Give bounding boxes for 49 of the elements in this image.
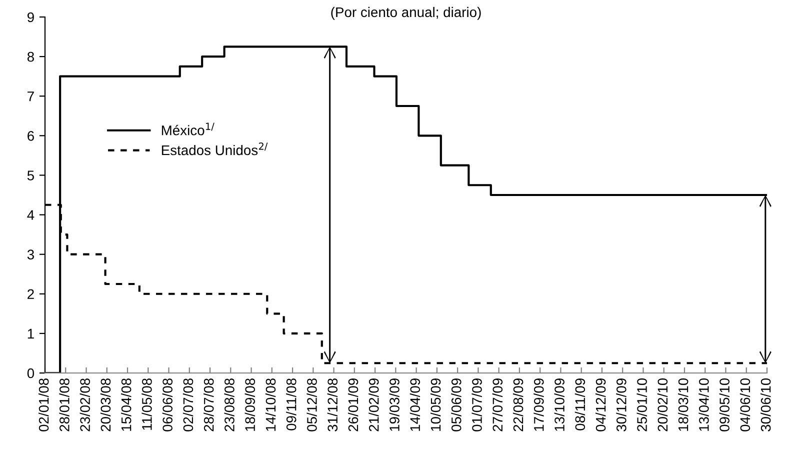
x-tick-label: 05/12/08 (306, 378, 317, 432)
x-tick-label: 13/04/10 (698, 378, 709, 431)
x-tick-label: 26/01/09 (348, 378, 358, 432)
x-tick-label: 14/10/08 (265, 378, 276, 431)
x-tick-label: 05/06/09 (451, 378, 462, 432)
x-tick-label: 20/03/08 (100, 378, 111, 432)
x-tick-label: 09/05/10 (719, 378, 730, 432)
x-tick-label: 30/06/10 (760, 378, 771, 432)
y-tick-label: 2 (28, 289, 34, 299)
x-tick-label: 19/03/09 (389, 378, 400, 431)
x-tick-label: 28/01/08 (59, 378, 70, 432)
x-tick-label: 27/07/09 (492, 378, 503, 432)
x-tick-label: 15/04/08 (121, 378, 132, 431)
x-tick-label: 04/06/10 (740, 378, 750, 432)
legend-label: México$^{1/}$ (162, 122, 214, 136)
y-tick-label: 7 (28, 92, 34, 102)
x-tick-label: 17/09/09 (534, 378, 544, 431)
x-tick-label: 23/08/08 (224, 378, 234, 432)
x-tick-label: 04/12/09 (596, 378, 606, 432)
x-tick-label: 18/03/10 (678, 378, 688, 431)
y-tick-label: 6 (28, 131, 34, 141)
x-tick-label: 23/02/08 (80, 378, 90, 432)
x-tick-label: 09/11/08 (286, 378, 296, 430)
x-tick-label: 13/10/09 (554, 378, 564, 431)
chart-title: (Por ciento anual; diario) (331, 6, 481, 20)
x-tick-label: 18/09/08 (244, 378, 256, 431)
x-tick-label: 30/12/09 (616, 378, 626, 432)
x-tick-label: 06/06/08 (162, 378, 172, 432)
legend-label: Estados Unidos$^{2/}$ (162, 142, 268, 156)
y-tick-label: 9 (28, 12, 34, 22)
x-tick-label: 25/01/10 (636, 378, 647, 432)
x-tick-label: 28/07/08 (204, 378, 214, 432)
y-tick-label: 4 (27, 210, 34, 220)
y-tick-label: 0 (27, 368, 34, 378)
x-tick-label: 10/05/09 (430, 378, 441, 431)
x-tick-label: 11/05/08 (142, 378, 152, 430)
x-tick-label: 20/02/10 (657, 378, 668, 432)
y-tick-label: 8 (27, 52, 34, 62)
x-tick-label: 08/11/09 (574, 378, 586, 430)
y-tick-label: 3 (27, 250, 34, 260)
x-tick-label: 21/02/09 (368, 378, 379, 432)
x-tick-label: 14/04/09 (410, 378, 420, 431)
x-tick-label: 31/12/08 (327, 378, 338, 432)
x-tick-label: 22/08/09 (512, 378, 524, 432)
x-tick-label: 01/07/09 (472, 378, 482, 432)
x-tick-label: 02/01/08 (38, 378, 49, 432)
x-tick-label: 02/07/08 (182, 378, 194, 432)
y-tick-label: 5 (27, 170, 34, 180)
y-tick-label: 1 (28, 328, 34, 338)
